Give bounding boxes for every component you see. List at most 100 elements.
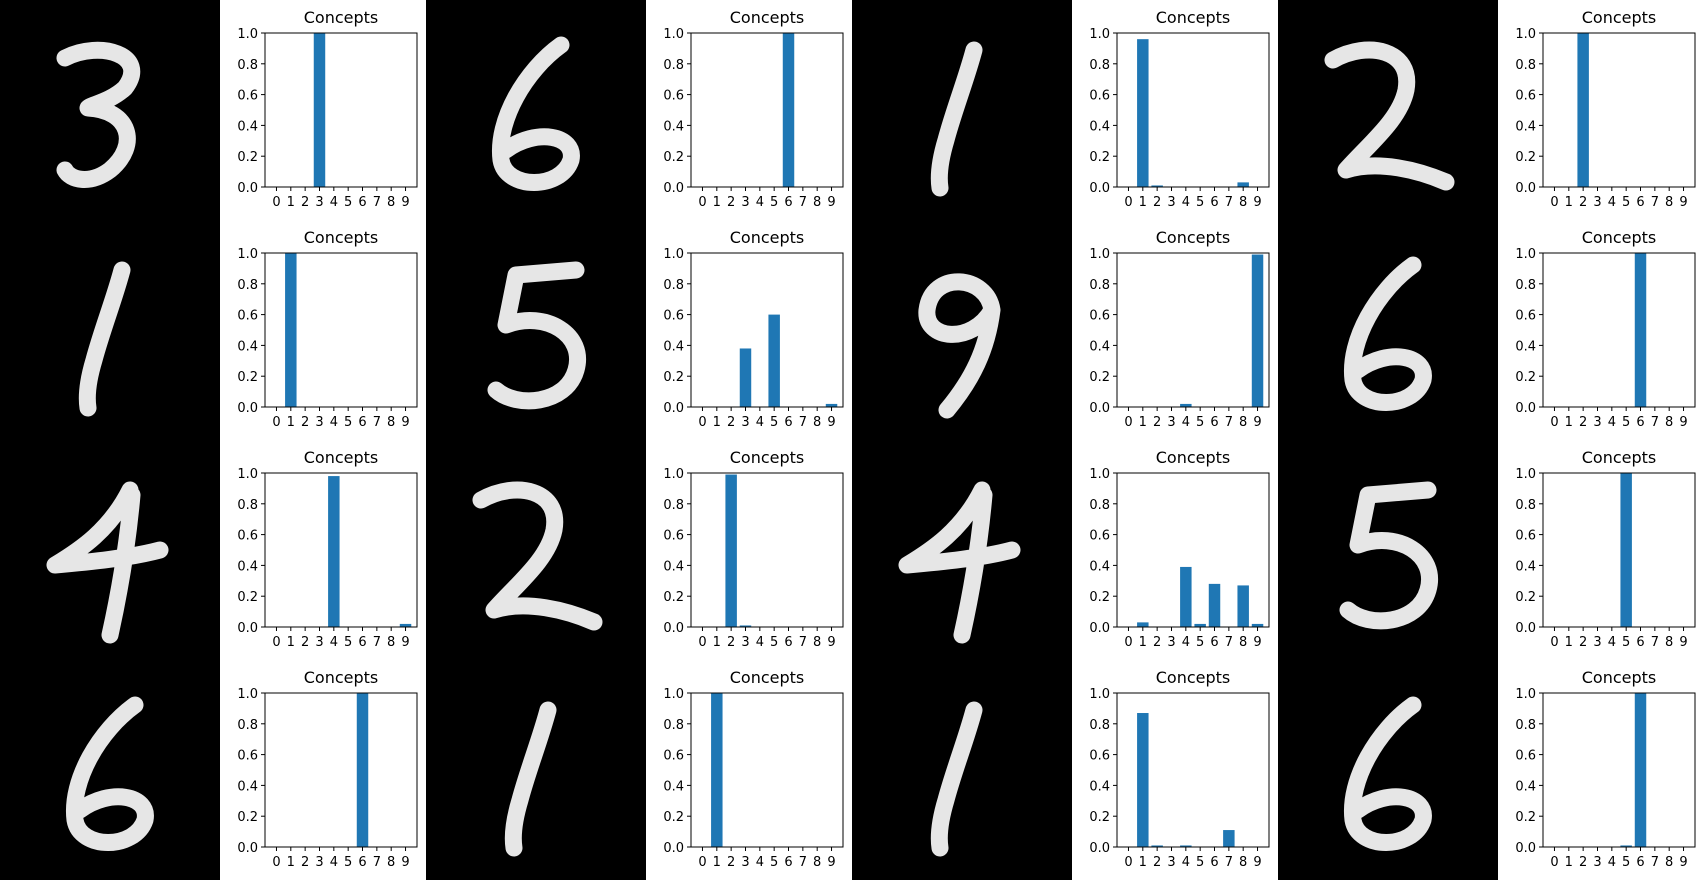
x-tick-label: 3 xyxy=(1167,635,1175,650)
x-tick-label: 4 xyxy=(330,635,338,650)
x-tick-label: 7 xyxy=(373,195,381,210)
y-tick-label: 0.4 xyxy=(1089,119,1110,134)
concepts-bar-chart: Concepts 0.0 0.2 0.4 0.6 0.8 1.0 0 1 2 3 4 5 6 7 8 9 xyxy=(663,448,844,650)
x-tick-label: 5 xyxy=(344,195,352,210)
x-tick-label: 6 xyxy=(1636,195,1644,210)
x-tick-label: 7 xyxy=(1225,415,1233,430)
x-tick-label: 5 xyxy=(770,195,778,210)
x-tick-label: 5 xyxy=(1196,415,1204,430)
x-tick-label: 1 xyxy=(287,855,295,870)
y-tick-label: 0.2 xyxy=(237,590,258,605)
y-tick-label: 0.2 xyxy=(237,810,258,825)
axes-frame xyxy=(690,472,844,628)
x-tick-label: 3 xyxy=(1593,195,1601,210)
axes-frame xyxy=(1116,472,1270,628)
concepts-bar-chart: Concepts 0.0 0.2 0.4 0.6 0.8 1.0 0 1 2 3 4 5 6 7 8 9 xyxy=(1089,228,1270,430)
x-tick-label: 7 xyxy=(799,855,807,870)
y-tick-label: 0.0 xyxy=(237,401,258,416)
axes-frame xyxy=(1542,252,1696,408)
y-tick-label: 0.8 xyxy=(663,498,684,513)
x-tick-label: 0 xyxy=(272,635,280,650)
bar-3 xyxy=(739,348,752,407)
x-tick-label: 1 xyxy=(1139,855,1147,870)
y-tick-label: 0.6 xyxy=(1515,309,1536,324)
y-tick-label: 0.0 xyxy=(1515,841,1536,856)
y-tick-label: 0.8 xyxy=(1515,718,1536,733)
x-tick-label: 2 xyxy=(727,415,735,430)
x-tick-label: 4 xyxy=(330,415,338,430)
x-tick-label: 3 xyxy=(315,855,323,870)
digit-6-image xyxy=(1278,220,1498,440)
x-tick-label: 0 xyxy=(1124,415,1132,430)
x-tick-label: 3 xyxy=(1593,855,1601,870)
digit-stroke xyxy=(504,701,557,857)
x-tick-label: 3 xyxy=(741,855,749,870)
x-tick-label: 7 xyxy=(373,415,381,430)
y-tick-label: 0.2 xyxy=(663,810,684,825)
x-tick-label: 3 xyxy=(315,415,323,430)
y-tick-label: 0.8 xyxy=(237,718,258,733)
x-tick-label: 1 xyxy=(1565,635,1573,650)
bar-6 xyxy=(356,693,369,847)
x-tick-label: 5 xyxy=(1196,855,1204,870)
y-tick-label: 0.0 xyxy=(1515,401,1536,416)
x-tick-label: 4 xyxy=(756,415,764,430)
bar-6 xyxy=(1634,253,1647,407)
bar-5 xyxy=(1620,845,1632,847)
axes-frame xyxy=(264,32,418,188)
x-tick-label: 8 xyxy=(1239,195,1247,210)
x-tick-label: 6 xyxy=(1210,195,1218,210)
concepts-bar-chart: Concepts 0.0 0.2 0.4 0.6 0.8 1.0 0 1 2 3 4 5 6 7 8 9 xyxy=(1089,448,1270,650)
y-tick-label: 1.0 xyxy=(237,247,258,262)
x-tick-label: 5 xyxy=(770,635,778,650)
y-tick-label: 0.6 xyxy=(1089,89,1110,104)
concepts-bar-chart: Concepts 0.0 0.2 0.4 0.6 0.8 1.0 0 1 2 3 4 5 6 7 8 9 xyxy=(237,668,418,870)
x-tick-label: 1 xyxy=(1139,635,1147,650)
y-tick-label: 0.6 xyxy=(1089,529,1110,544)
y-tick-label: 0.4 xyxy=(1515,119,1536,134)
bar-8 xyxy=(1237,585,1249,627)
x-tick-label: 4 xyxy=(756,635,764,650)
x-tick-label: 0 xyxy=(1124,195,1132,210)
x-tick-label: 3 xyxy=(1167,415,1175,430)
y-tick-label: 0.8 xyxy=(663,718,684,733)
bar-9 xyxy=(1251,623,1264,627)
x-tick-label: 2 xyxy=(1579,635,1587,650)
x-tick-label: 1 xyxy=(1139,195,1147,210)
x-tick-label: 7 xyxy=(799,635,807,650)
x-tick-label: 7 xyxy=(799,195,807,210)
x-tick-label: 0 xyxy=(1550,415,1558,430)
x-tick-label: 5 xyxy=(1622,415,1630,430)
x-tick-label: 2 xyxy=(1153,195,1161,210)
digit-stroke xyxy=(1324,41,1455,191)
x-tick-label: 6 xyxy=(358,195,366,210)
x-tick-label: 4 xyxy=(1182,635,1190,650)
y-tick-label: 1.0 xyxy=(1515,467,1536,482)
x-tick-label: 9 xyxy=(401,195,409,210)
x-tick-label: 0 xyxy=(1550,855,1558,870)
digit-4-image xyxy=(0,440,220,660)
x-tick-label: 4 xyxy=(1608,415,1616,430)
x-tick-label: 1 xyxy=(287,635,295,650)
x-tick-label: 1 xyxy=(1139,415,1147,430)
x-tick-label: 8 xyxy=(813,415,821,430)
y-tick-label: 0.6 xyxy=(237,529,258,544)
concepts-bar-chart: Concepts 0.0 0.2 0.4 0.6 0.8 1.0 0 1 2 3 4 5 6 7 8 9 xyxy=(237,448,418,650)
x-tick-label: 7 xyxy=(1225,195,1233,210)
x-tick-label: 8 xyxy=(387,635,395,650)
chart-title: Concepts xyxy=(730,448,805,467)
x-tick-label: 6 xyxy=(358,635,366,650)
chart-title: Concepts xyxy=(304,668,379,687)
x-tick-label: 9 xyxy=(1253,415,1261,430)
x-tick-label: 8 xyxy=(813,855,821,870)
x-tick-label: 9 xyxy=(401,855,409,870)
y-tick-label: 1.0 xyxy=(1515,247,1536,262)
digit-stroke xyxy=(1339,481,1438,630)
y-tick-label: 0.6 xyxy=(237,749,258,764)
y-tick-label: 0.2 xyxy=(1515,590,1536,605)
x-tick-label: 4 xyxy=(756,195,764,210)
digit-stroke xyxy=(487,261,586,410)
y-tick-label: 0.6 xyxy=(1089,309,1110,324)
digit-5-image xyxy=(1278,440,1498,660)
